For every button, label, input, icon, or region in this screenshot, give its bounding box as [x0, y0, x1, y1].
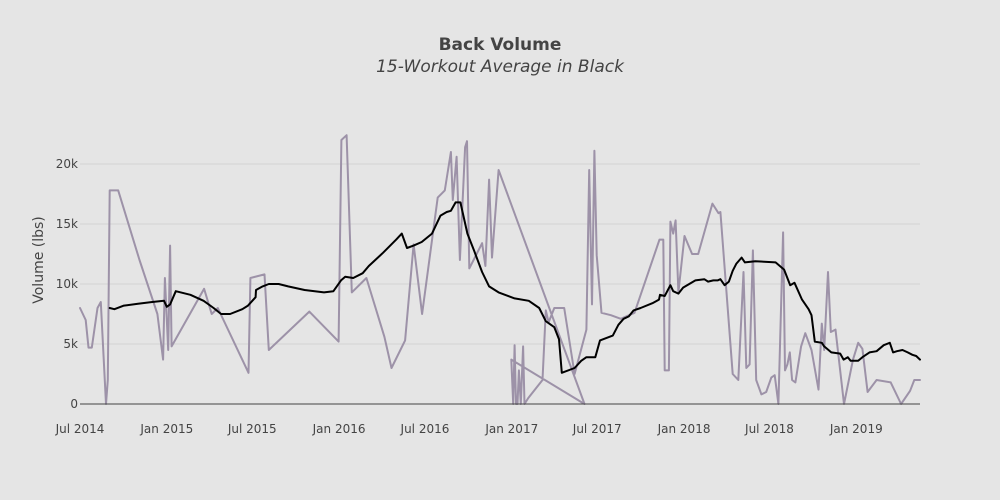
y-axis-label: Volume (lbs) [31, 216, 47, 304]
volume-series-line [79, 134, 921, 405]
x-tick-label: Jul 2017 [572, 422, 622, 436]
y-tick-label: 5k [63, 337, 78, 351]
x-tick-label: Jan 2019 [829, 422, 883, 436]
x-tick-label: Jan 2017 [484, 422, 538, 436]
y-tick-label: 0 [70, 397, 78, 411]
x-tick-labels: Jul 2014 Jan 2015 Jul 2015 Jan 2016 Jul 2016… [55, 422, 883, 436]
x-tick-label: Jan 2018 [657, 422, 711, 436]
x-tick-label: Jan 2016 [312, 422, 366, 436]
x-tick-label: Jul 2016 [400, 422, 450, 436]
x-tick-label: Jan 2015 [139, 422, 193, 436]
y-tick-label: 20k [56, 157, 78, 171]
series-layer [79, 134, 921, 405]
chart-title: Back Volume [439, 35, 562, 55]
x-tick-label: Jul 2014 [55, 422, 105, 436]
x-tick-label: Jul 2015 [227, 422, 277, 436]
chart-subtitle: 15-Workout Average in Black [376, 57, 625, 77]
x-tick-label: Jul 2018 [744, 422, 794, 436]
y-tick-label: 10k [56, 277, 78, 291]
average-series-line [108, 201, 921, 374]
y-tick-labels: 0 5k 10k 15k 20k [56, 157, 78, 411]
y-tick-label: 15k [56, 217, 78, 231]
